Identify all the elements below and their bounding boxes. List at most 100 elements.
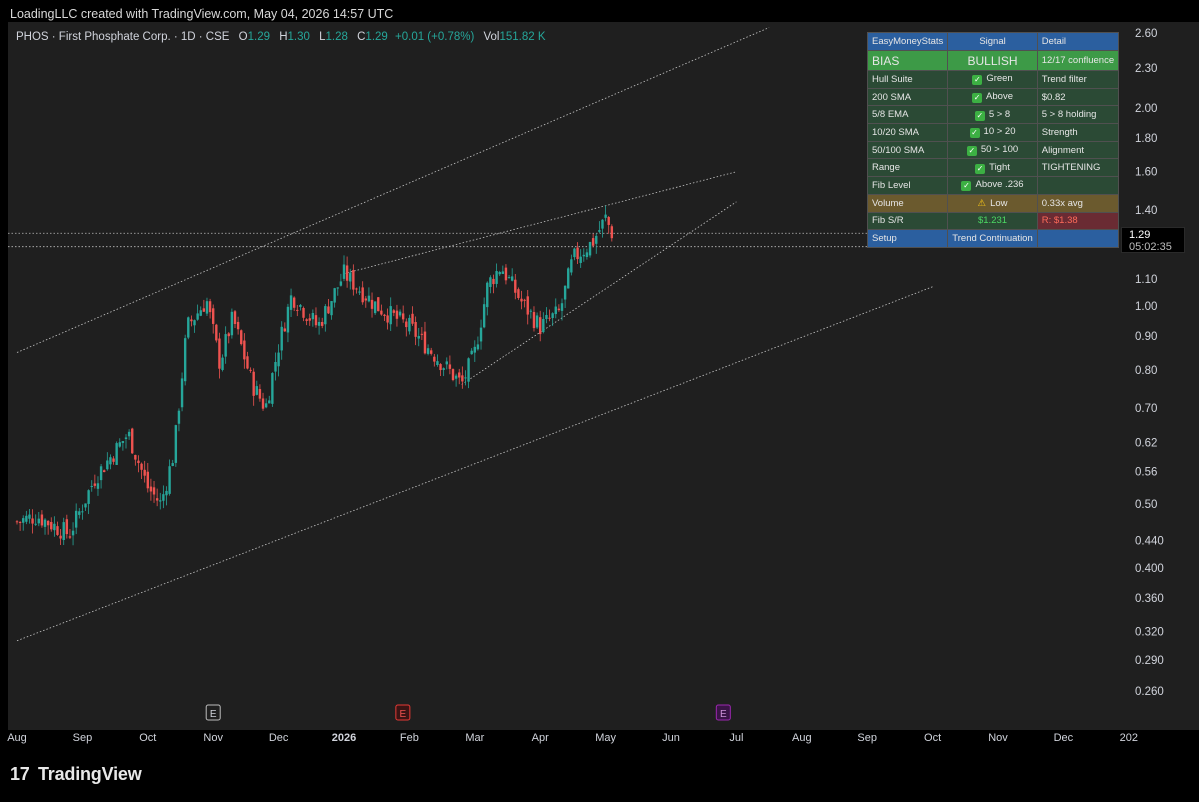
candle-body [395,310,399,319]
candle-body [595,235,598,244]
chart-credit: LoadingLLC created with TradingView.com,… [10,7,394,21]
y-tick-label: 2.00 [1135,103,1157,115]
candle-body [18,521,22,523]
candle-body [439,364,442,371]
x-tick-label: Oct [924,732,941,744]
candle-body [168,466,171,494]
candle-body [473,346,476,353]
y-tick-label: 1.60 [1135,167,1157,179]
candle-body [99,466,103,481]
candle-body [417,335,420,339]
candle-body [507,277,511,279]
candle-body [261,398,265,409]
y-tick-label: 0.56 [1135,467,1157,479]
candle-body [236,321,240,330]
candle-body [532,312,536,329]
candle-body [224,334,227,357]
candle-body [74,510,78,528]
candle-body [43,519,47,527]
candle-body [149,486,153,492]
candle-body [196,313,199,320]
candle-body [414,322,417,337]
candle-body [355,288,358,290]
candle-body [53,523,56,531]
candle-body [489,277,492,287]
row-fib-level-signal: ✓ Above .236 [947,176,1038,195]
x-tick-label: Jul [729,732,743,744]
candle-body [442,368,445,370]
candle-body [405,321,408,328]
tradingview-logo[interactable]: 17 TradingView [10,764,142,785]
candle-body [401,313,405,320]
stats-header-signal: Signal [947,32,1038,51]
candle-body [187,317,190,338]
symbol-legend[interactable]: PHOS · First Phosphate Corp. · 1D · CSE … [16,31,546,43]
candle-body [277,352,280,367]
candle-body [579,256,582,263]
candle-body [305,319,308,321]
candle-body [15,521,19,523]
check-icon: ✓ [972,75,983,86]
legend-open-label: O [238,31,248,43]
row-setup-label: Setup [866,229,949,248]
candle-body [162,494,165,501]
candle-body [292,297,296,308]
candle-body [134,454,137,460]
candle-body [364,298,367,301]
row-200sma-signal: ✓ Above [947,87,1038,107]
legend-low: 1.28 [325,31,348,43]
check-icon: ✓ [969,128,980,139]
candle-body [271,373,274,404]
candle-body [96,483,100,489]
candle-body [81,511,84,513]
x-tick-label: Aug [792,732,812,744]
candle-body [87,490,90,504]
candle-body [71,530,75,536]
candle-body [106,460,109,470]
candle-body [560,303,564,311]
row-ema-signal-text: 5 > 8 [988,108,1011,120]
candle-body [308,318,311,321]
row-range-detail: TIGHTENING [1036,158,1120,178]
candle-body [476,344,480,350]
candle-body [451,369,455,381]
x-tick-label: Mar [465,732,484,744]
candle-body [426,348,430,354]
candle-body [140,463,143,470]
candle-body [93,483,97,486]
legend-open: 1.29 [247,31,270,43]
check-icon: ✓ [966,146,977,157]
legend-change: +0.01 (+0.78%) [395,31,475,43]
candle-body [585,252,589,258]
candle-body [233,311,237,325]
candle-body [454,375,458,379]
candle-body [510,276,514,281]
legend-close-label: C [357,31,366,43]
candle-body [249,369,252,371]
candle-body [514,279,517,293]
legend-low-label: L [319,31,326,43]
x-tick-label: May [595,732,616,744]
candle-body [526,296,529,315]
candle-body [563,285,567,300]
candle-body [159,500,162,502]
candle-body [311,312,315,320]
candle-body [336,287,339,289]
candle-body [137,460,140,464]
x-tick-label: Dec [1054,732,1074,744]
stats-header-detail: Detail [1036,32,1120,51]
candle-body [240,330,243,345]
last-price-tag: 1.29 05:02:35 [1121,227,1185,253]
row-fib-level-signal-text: Above .236 [975,179,1024,191]
candle-body [386,315,389,323]
row-hull-signal-text: Green [986,73,1013,85]
candle-body [535,315,539,328]
candle-body [573,248,576,258]
last-price: 1.29 [1129,229,1151,241]
x-tick-label: Sep [73,732,93,744]
candle-body [582,254,585,257]
candle-body [78,511,81,515]
row-1020sma-label: 10/20 SMA [866,123,949,142]
